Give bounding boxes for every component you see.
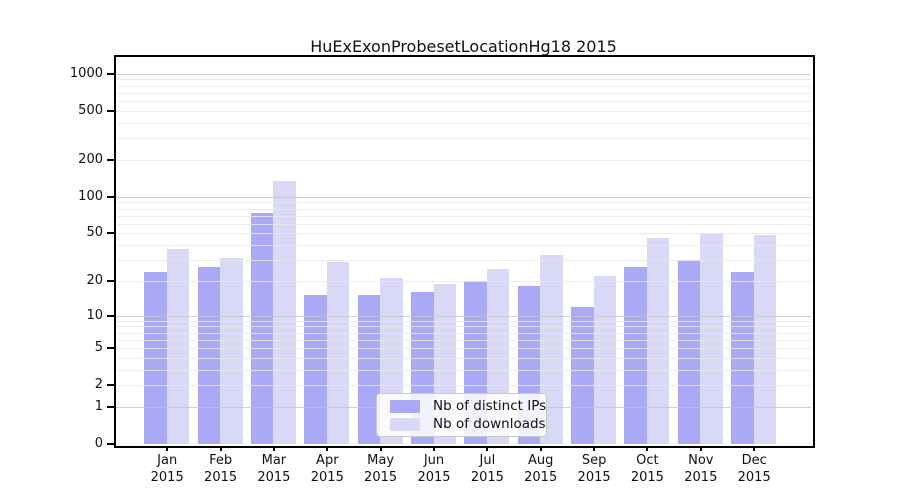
y-axis-tick [107,347,114,349]
chart-title: HuExExonProbesetLocationHg18 2015 [310,37,617,56]
legend-swatch-distinct-ips-icon [390,399,420,413]
y-axis-label: 500 [78,102,103,118]
x-axis-tick [593,446,596,451]
x-axis-label: Jul 2015 [470,453,504,485]
minor-gridline [116,110,811,112]
bar-feb-distinct-ips [197,267,221,444]
x-axis-tick [646,446,649,451]
minor-gridline [116,215,811,217]
minor-gridline [116,326,811,328]
x-axis-tick [699,446,702,451]
y-axis-tick [107,195,114,198]
x-axis-label: Nov 2015 [684,453,718,485]
y-axis-tick [107,232,114,235]
bar-sep-distinct-ips [571,306,594,444]
minor-gridline [116,92,811,94]
minor-gridline [116,348,811,349]
x-axis-label: Dec 2015 [737,453,771,485]
minor-gridline [116,245,811,246]
x-axis-tick [539,446,542,451]
y-axis-label: 50 [86,225,103,241]
minor-gridline [116,122,811,124]
x-axis-tick [272,446,275,451]
minor-gridline [116,159,811,161]
x-axis-label: Jan 2015 [150,453,184,485]
y-axis-label: 5 [94,340,103,355]
bar-sep-downloads [593,276,617,444]
legend-label-distinct-ips: Nb of distinct IPs [433,398,547,414]
x-axis-label: Jun 2015 [417,453,451,485]
bar-jan-downloads [166,249,190,444]
minor-gridline [116,260,811,261]
bar-mar-downloads [273,180,296,444]
major-gridline [116,315,811,317]
minor-gridline [116,202,811,204]
minor-gridline [116,138,811,140]
bar-apr-downloads [326,261,350,444]
x-axis-label: Aug 2015 [524,453,558,485]
x-axis-label: Feb 2015 [204,453,238,485]
bar-nov-downloads [700,233,723,444]
x-axis-tick [753,446,756,451]
bar-feb-downloads [220,258,243,444]
minor-gridline [116,332,811,334]
y-axis-tick [107,443,114,445]
y-axis-label: 1 [94,398,103,414]
y-axis-label: 2 [94,377,103,393]
y-axis-tick [107,72,114,75]
minor-gridline [116,85,811,87]
bar-oct-downloads [646,237,670,444]
x-axis-tick [433,446,435,451]
y-axis-tick [107,158,114,161]
y-axis-label: 20 [86,272,103,288]
minor-gridline [116,79,811,81]
minor-gridline [116,223,811,225]
bar-oct-distinct-ips [624,267,647,444]
minor-gridline [116,101,811,103]
x-axis-label: Oct 2015 [630,453,664,485]
minor-gridline [116,208,811,210]
x-axis-tick [486,446,489,451]
x-axis-tick [379,446,382,451]
major-gridline [116,196,811,198]
y-axis-tick [107,384,114,387]
y-axis-label: 0 [94,436,103,451]
y-axis-label: 1000 [69,65,103,81]
y-axis-label: 100 [78,188,103,204]
x-axis-label: Sep 2015 [577,453,611,485]
bar-mar-distinct-ips [250,212,274,444]
x-axis-tick [326,446,329,451]
legend-label-downloads: Nb of downloads [433,416,546,432]
y-axis-tick [107,279,114,282]
minor-gridline [116,233,811,235]
plot-area [116,57,811,444]
minor-gridline [116,369,811,371]
x-axis-tick [166,446,169,451]
legend-entry-distinct-ips: Nb of distinct IPs [385,398,546,414]
y-axis-tick [107,314,114,317]
y-axis-label: 200 [78,151,103,167]
minor-gridline [116,339,811,341]
x-axis-tick [219,446,222,451]
bar-nov-distinct-ips [677,260,701,444]
legend-swatch-downloads-icon [390,417,420,431]
minor-gridline [116,357,811,359]
x-axis-label: Apr 2015 [310,453,344,485]
minor-gridline [116,280,811,282]
y-axis-label: 10 [86,307,103,323]
x-axis-label: Mar 2015 [257,453,291,485]
y-axis-tick [107,109,114,112]
minor-gridline [116,385,811,387]
legend-entry-downloads: Nb of downloads [385,416,546,432]
legend: Nb of distinct IPs Nb of downloads [376,393,547,437]
y-axis-tick [107,405,114,408]
major-gridline [116,73,811,75]
x-axis-label: May 2015 [364,453,398,485]
minor-gridline [116,320,811,322]
